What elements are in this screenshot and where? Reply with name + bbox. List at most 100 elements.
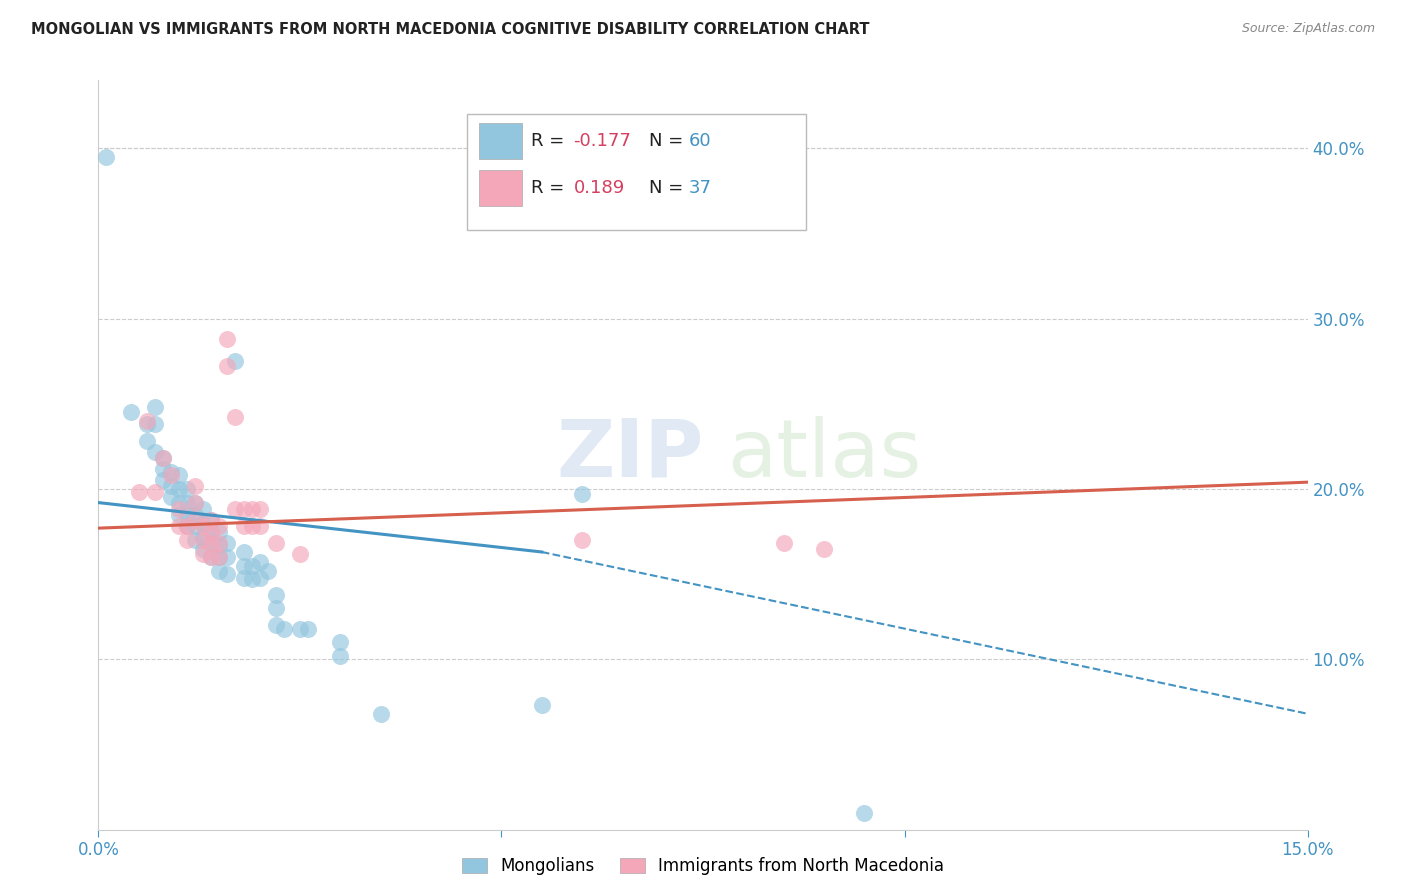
Point (176, 533, 198, 547)
Point (329, 648, 352, 663)
Point (143, 444, 166, 458)
Point (160, 465, 183, 479)
Text: MONGOLIAN VS IMMIGRANTS FROM NORTH MACEDONIA COGNITIVE DISABILITY CORRELATION CH: MONGOLIAN VS IMMIGRANTS FROM NORTH MACED… (31, 22, 869, 37)
Point (184, 519, 207, 533)
Point (184, 533, 207, 547)
Point (135, 414, 157, 428)
Point (184, 495, 207, 509)
Point (200, 524, 222, 539)
Point (217, 550, 239, 565)
Point (208, 536, 231, 550)
Point (217, 332, 239, 346)
Point (240, 519, 263, 533)
Point (152, 451, 174, 466)
Point (167, 468, 190, 483)
Text: N =: N = (648, 179, 689, 197)
Point (217, 536, 239, 550)
Text: R =: R = (531, 132, 571, 150)
Point (167, 519, 190, 533)
Point (571, 533, 593, 547)
Point (208, 524, 231, 539)
Point (135, 434, 157, 449)
Point (193, 530, 215, 544)
Text: 37: 37 (689, 179, 711, 197)
Point (224, 354, 246, 368)
Point (264, 601, 287, 615)
Point (152, 451, 174, 466)
Point (772, 536, 794, 550)
Point (224, 502, 246, 516)
Point (176, 519, 198, 533)
Text: 0.189: 0.189 (574, 179, 624, 197)
Point (193, 547, 215, 561)
Point (530, 698, 553, 713)
Point (370, 706, 392, 721)
Point (167, 495, 190, 509)
Point (249, 519, 271, 533)
Text: 60: 60 (689, 132, 711, 150)
Point (200, 536, 222, 550)
Point (273, 622, 295, 636)
Point (193, 533, 215, 547)
Point (120, 405, 142, 419)
Point (160, 491, 183, 505)
Point (143, 485, 166, 500)
Point (571, 487, 593, 501)
Point (193, 516, 215, 530)
Point (232, 502, 254, 516)
FancyBboxPatch shape (467, 114, 806, 230)
Point (224, 410, 246, 425)
Point (200, 513, 222, 527)
Text: ZIP: ZIP (557, 416, 704, 494)
Point (264, 588, 287, 602)
Point (249, 570, 271, 584)
Point (184, 495, 207, 509)
Text: R =: R = (531, 179, 571, 197)
Point (240, 558, 263, 573)
Point (217, 567, 239, 582)
Point (167, 482, 190, 496)
Point (200, 536, 222, 550)
Point (193, 541, 215, 556)
Point (240, 502, 263, 516)
Point (264, 536, 287, 550)
Point (152, 461, 174, 475)
Point (167, 502, 190, 516)
Text: N =: N = (648, 132, 689, 150)
Point (176, 495, 198, 509)
Point (249, 555, 271, 569)
Point (256, 564, 278, 578)
Point (813, 541, 835, 556)
Point (249, 502, 271, 516)
Point (232, 570, 254, 584)
Point (193, 502, 215, 516)
Point (200, 550, 222, 565)
Point (200, 513, 222, 527)
Point (208, 519, 231, 533)
Point (184, 508, 207, 522)
Point (288, 622, 311, 636)
Point (208, 550, 231, 565)
Point (176, 519, 198, 533)
Point (208, 550, 231, 565)
Point (240, 572, 263, 586)
Point (128, 485, 150, 500)
Point (200, 550, 222, 565)
Point (232, 558, 254, 573)
Point (329, 635, 352, 649)
Point (160, 478, 183, 492)
Text: Source: ZipAtlas.com: Source: ZipAtlas.com (1241, 22, 1375, 36)
Point (176, 508, 198, 522)
Point (232, 545, 254, 559)
Point (217, 359, 239, 374)
Point (152, 474, 174, 488)
Point (297, 622, 319, 636)
FancyBboxPatch shape (479, 170, 522, 206)
Point (208, 538, 231, 552)
Point (184, 478, 207, 492)
Text: -0.177: -0.177 (574, 132, 631, 150)
Text: atlas: atlas (727, 416, 921, 494)
Point (264, 618, 287, 632)
Point (167, 508, 190, 522)
Point (135, 417, 157, 432)
